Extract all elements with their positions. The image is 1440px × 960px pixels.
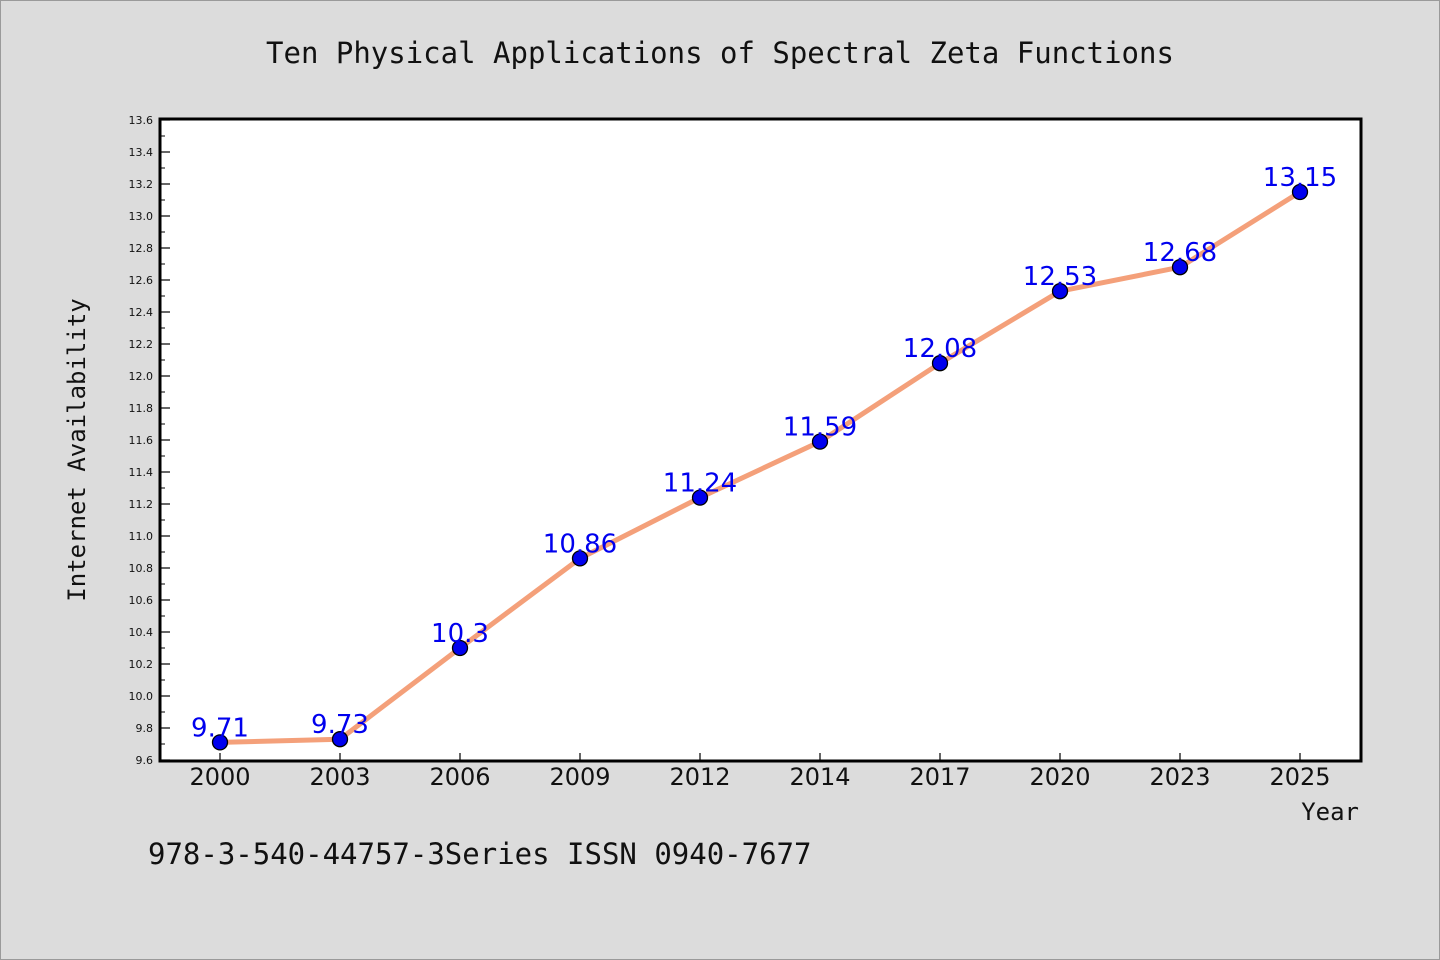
y-tick-label: 10.6 [129, 594, 154, 607]
data-point [571, 550, 589, 567]
data-label: 12.53 [1023, 262, 1097, 292]
y-axis: 9.6 9.8 10.0 10.2 10.4 10.6 10.8 11.0 11.2 11.4 11… [129, 114, 170, 767]
data-label: 10.3 [431, 619, 489, 649]
plot-area [158, 117, 1363, 763]
data-label: 10.86 [543, 529, 617, 559]
y-tick-label: 12.8 [129, 242, 154, 255]
y-tick-label: 13.0 [129, 210, 154, 223]
data-label: 9.73 [311, 710, 369, 740]
y-tick-label: 13.4 [129, 146, 154, 159]
y-tick-label: 11.8 [129, 402, 154, 415]
y-tick-label: 11.6 [129, 434, 154, 447]
data-point [691, 489, 709, 506]
data-label: 9.71 [191, 713, 249, 743]
y-tick-label: 13.2 [129, 178, 154, 191]
y-tick-label: 12.2 [129, 338, 154, 351]
data-point [811, 433, 829, 450]
y-tick-label: 12.6 [129, 274, 154, 287]
x-tick-label: 2009 [549, 763, 610, 791]
y-tick-label: 13.6 [129, 114, 154, 127]
y-tick-label: 9.8 [136, 722, 154, 735]
x-tick-label: 2014 [789, 763, 850, 791]
x-tick-label: 2025 [1269, 763, 1330, 791]
data-markers [211, 183, 1309, 751]
x-tick-label: 2003 [309, 763, 370, 791]
data-point [1291, 183, 1309, 201]
y-tick-label: 10.2 [129, 658, 154, 671]
x-tick-label: 2017 [909, 763, 970, 791]
footer-text: 978-3-540-44757-3Series ISSN 0940-7677 [148, 837, 811, 871]
y-tick-label: 10.0 [129, 690, 154, 703]
y-tick-label: 11.4 [129, 466, 154, 479]
data-label: 11.24 [663, 469, 737, 499]
series-line [217, 189, 1303, 745]
data-point [211, 734, 229, 751]
data-labels: 9.71 9.73 10.3 10.86 11.24 11.59 12.08 12.53 12.… [191, 163, 1337, 743]
x-tick-label: 2006 [429, 763, 490, 791]
x-tick-label: 2000 [189, 763, 250, 791]
data-point [331, 731, 349, 748]
data-label: 13.15 [1263, 163, 1337, 193]
y-tick-label: 12.4 [129, 306, 154, 319]
data-point [931, 355, 949, 372]
data-label: 11.59 [783, 413, 857, 443]
x-tick-label: 2020 [1029, 763, 1090, 791]
data-label: 12.68 [1143, 238, 1217, 268]
y-tick-label: 10.4 [129, 626, 154, 639]
y-tick-label: 11.0 [129, 530, 154, 543]
data-point [1171, 259, 1189, 276]
x-tick-label: 2012 [669, 763, 730, 791]
chart-title: Ten Physical Applications of Spectral Ze… [266, 36, 1174, 70]
y-axis-label: Internet Availability [63, 298, 91, 601]
y-tick-label: 9.6 [136, 754, 154, 767]
x-axis: 2000 2003 2006 2009 2012 2014 2017 2020 2023 2025 [189, 753, 1331, 791]
data-label: 12.08 [903, 334, 977, 364]
x-axis-label: Year [1301, 798, 1359, 826]
data-point [451, 639, 469, 657]
y-tick-label: 12.0 [129, 370, 154, 383]
y-tick-label: 11.2 [129, 498, 154, 511]
x-tick-label: 2023 [1149, 763, 1210, 791]
series-line-group [217, 189, 1303, 745]
data-point [1051, 283, 1069, 300]
y-tick-label: 10.8 [129, 562, 154, 575]
